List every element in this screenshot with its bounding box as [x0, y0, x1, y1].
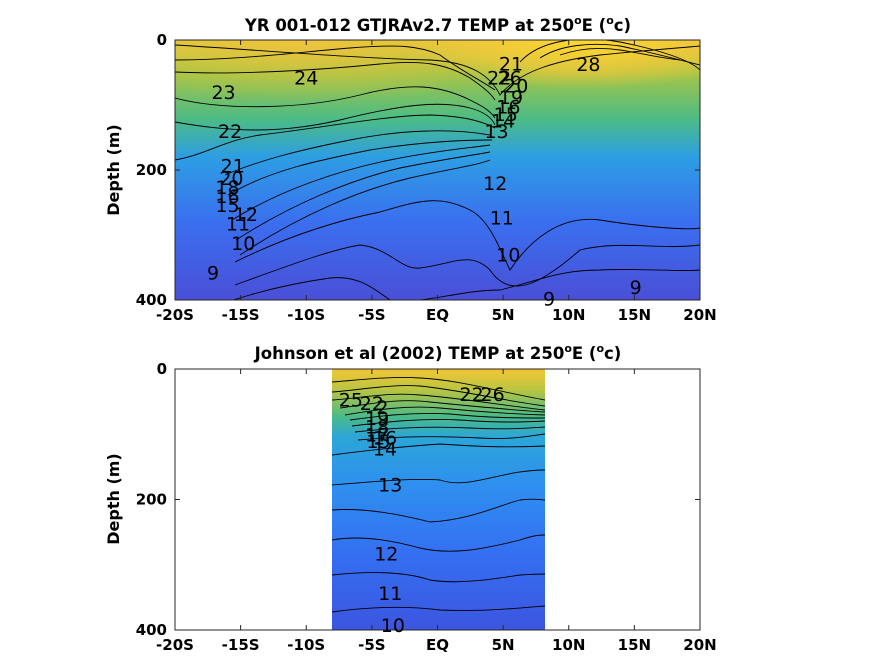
y-tick-label: 200	[136, 491, 167, 509]
chart-1-field	[175, 40, 700, 300]
contour-label: 11	[226, 213, 250, 235]
contour-label: 24	[294, 68, 318, 90]
chart-1-title: YR 001-012 GTJRAv2.7 TEMP at 250oE (oc)	[244, 14, 631, 35]
y-tick-label: 200	[136, 161, 167, 179]
contour-label: 15	[215, 195, 239, 217]
chart-2-field	[332, 369, 545, 630]
contour-label: 16	[373, 428, 397, 450]
y-tick-label: 400	[136, 621, 167, 639]
chart-1-contour-labels: 21 28242322262019161514132221201816151211…	[207, 53, 642, 310]
contour-label: 9	[207, 263, 219, 285]
x-tick-label: -15S	[222, 636, 260, 654]
contour-label: 25	[339, 390, 363, 412]
y-tick-label: 400	[136, 291, 167, 309]
contour-label: 13	[378, 474, 402, 496]
x-tick-label: 5N	[492, 636, 515, 654]
x-tick-label: -10S	[287, 636, 325, 654]
x-tick-label: 15N	[618, 306, 651, 324]
contour-label: 22	[218, 121, 242, 143]
contour-label: 12	[234, 204, 258, 226]
contour-label: 16	[496, 96, 520, 118]
contour-label: 13	[484, 121, 508, 143]
x-tick-label: 20N	[683, 306, 716, 324]
contour-label: 18	[365, 416, 389, 438]
x-tick-label: -15S	[222, 306, 260, 324]
contour-label: 22	[460, 384, 484, 406]
contour-label: 12	[374, 544, 398, 566]
contour-label: 23	[211, 82, 235, 104]
contour-label: 20	[504, 76, 528, 98]
contour-label: 2	[376, 397, 388, 419]
contour-label: 20	[219, 168, 243, 190]
y-tick-label: 0	[157, 360, 167, 378]
contour-label: 14	[491, 111, 515, 133]
contour-label: 19	[499, 87, 523, 109]
contour-label: 10	[496, 245, 520, 267]
chart-2-title: Johnson et al (2002) TEMP at 250oE (oc)	[254, 342, 622, 363]
x-tick-label: 15N	[618, 636, 651, 654]
contour-label: 26	[498, 68, 522, 90]
chart-2-y-axis-label: Depth (m)	[104, 453, 123, 545]
contour-label: 18	[215, 177, 239, 199]
chart-1-y-axis-label: Depth (m)	[104, 124, 123, 216]
contour-label: 15	[494, 104, 518, 126]
contour-label: 21	[499, 53, 523, 75]
contour-label: 28	[576, 54, 600, 76]
y-tick-label: 0	[157, 31, 167, 49]
x-tick-label: 20N	[683, 636, 716, 654]
x-tick-label: -5S	[358, 636, 385, 654]
contour-label: 12	[483, 173, 507, 195]
x-tick-label: -20S	[156, 636, 194, 654]
contour-label: 11	[378, 583, 402, 605]
contour-label: 10	[381, 615, 405, 637]
contour-label: 22	[360, 393, 384, 415]
chart-2-contours	[332, 377, 545, 613]
contour-label: 11	[490, 207, 514, 229]
x-tick-label: 10N	[552, 306, 585, 324]
contour-label: 17	[365, 424, 389, 446]
contour-label: 22	[487, 68, 511, 90]
x-tick-label: 5N	[492, 306, 515, 324]
contour-label: 9	[630, 277, 642, 299]
contour-label: 15	[366, 431, 390, 453]
chart-2-ticks: -20S -15S -10S -5S EQ 5N 10N 15N 20N 0 200 400	[136, 360, 717, 654]
contour-label: 21	[221, 155, 245, 177]
x-tick-label: -5S	[358, 306, 385, 324]
contour-label: 14	[373, 439, 397, 461]
chart-panel-1: YR 001-012 GTJRAv2.7 TEMP at 250oE (oc)	[104, 14, 717, 324]
x-tick-label: -20S	[156, 306, 194, 324]
x-tick-label: -10S	[287, 306, 325, 324]
x-tick-label: EQ	[426, 306, 449, 324]
contour-label: 26	[481, 384, 505, 406]
chart-panel-2: Johnson et al (2002) TEMP at 250oE (oc)	[104, 342, 717, 654]
contour-label: 16	[215, 186, 239, 208]
contour-label: 9	[543, 289, 555, 311]
chart-1-ticks: -20S -15S -10S -5S EQ 5N 10N 15N 20N 0 200 400	[136, 31, 717, 324]
x-tick-label: EQ	[426, 636, 449, 654]
contour-label: 19	[365, 408, 389, 430]
x-tick-label: 10N	[552, 636, 585, 654]
contour-label: 10	[231, 233, 255, 255]
chart-1-contours	[175, 40, 700, 300]
